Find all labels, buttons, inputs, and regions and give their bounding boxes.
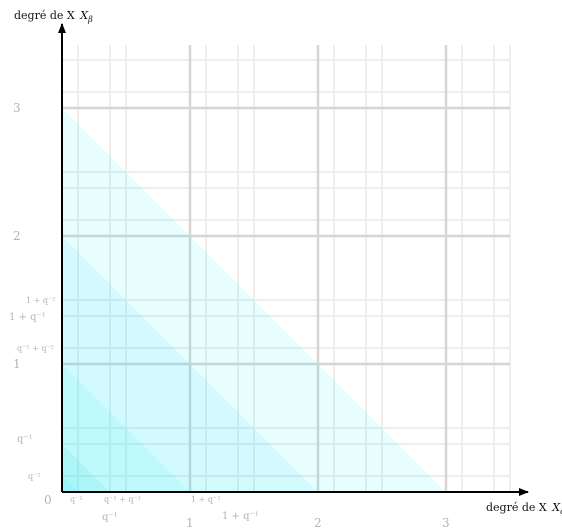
grid-major <box>62 45 510 492</box>
x-tick-small: 1 + q⁻² <box>191 495 220 504</box>
degree-regions <box>62 108 446 492</box>
region-degree-q-1 <box>62 444 110 492</box>
x-tick-mid: q⁻¹ <box>102 512 118 523</box>
origin-label: 0 <box>44 493 52 507</box>
y-tick-mid: 1 + q⁻¹ <box>9 312 46 323</box>
x-tick-small: q⁻² <box>70 495 83 504</box>
region-degree-1 <box>62 364 190 492</box>
region-degree-2 <box>62 236 318 492</box>
y-tick-small: 1 + q⁻² <box>26 296 55 305</box>
grid-minor <box>62 45 511 492</box>
y-tick-main: 2 <box>13 229 21 243</box>
x-tick-main: 2 <box>314 516 322 530</box>
y-axis-label: degré de X Xβ <box>14 9 93 24</box>
x-tick-main: 3 <box>442 516 450 530</box>
y-tick-small: q⁻¹ + q⁻² <box>17 344 54 353</box>
y-tick-main: 3 <box>13 101 21 115</box>
x-tick-mid: 1 + q⁻¹ <box>222 511 259 522</box>
x-tick-small: q⁻¹ + q⁻² <box>104 495 141 504</box>
y-tick-mid: q⁻¹ <box>17 434 33 445</box>
x-axis-label: degré de X Xα <box>486 501 562 516</box>
region-degree-q-2 <box>62 476 78 492</box>
region-degree-3 <box>62 108 446 492</box>
y-tick-main: 1 <box>13 357 21 371</box>
x-tick-main: 1 <box>186 516 194 530</box>
y-tick-small: q⁻² <box>28 472 41 481</box>
